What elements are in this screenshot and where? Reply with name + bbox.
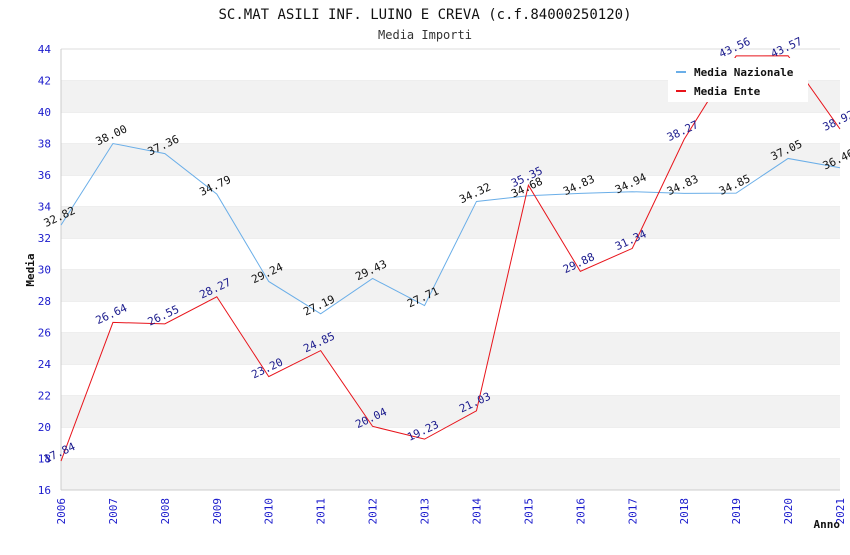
grid-band	[61, 175, 840, 207]
x-tick-label: 2018	[678, 498, 691, 525]
series-line-1	[60, 142, 841, 315]
x-tick-label: 2012	[367, 498, 380, 525]
y-axis-ticks: 16 18 20 22 24 26 28 30 32 34 36 38 40 42 44	[38, 43, 52, 497]
x-tick-label: 2015	[522, 498, 535, 525]
x-tick-label: 2010	[263, 498, 276, 525]
legend-label: Media Ente	[694, 85, 761, 98]
y-tick-label: 16	[38, 484, 51, 497]
grid-band	[61, 112, 840, 144]
grid-band	[61, 395, 840, 427]
y-tick-label: 38	[38, 138, 51, 151]
y-tick-label: 20	[38, 421, 51, 434]
x-tick-label: 2021	[834, 498, 847, 525]
y-tick-label: 32	[38, 232, 51, 245]
y-tick-label: 26	[38, 327, 51, 340]
legend-box	[668, 58, 808, 102]
grid-band	[61, 301, 840, 333]
grid-band	[61, 206, 840, 238]
x-tick-label: 2009	[211, 498, 224, 525]
y-axis-label: Media	[24, 253, 37, 286]
x-axis-label: Anno	[814, 518, 841, 531]
legend: Media Nazionale Media Ente	[668, 58, 808, 102]
x-tick-label: 2013	[419, 498, 432, 525]
y-tick-label: 28	[38, 295, 51, 308]
x-tick-label: 2014	[470, 498, 483, 525]
y-tick-label: 44	[38, 43, 52, 56]
x-tick-label: 2006	[55, 498, 68, 525]
chart-subtitle: Media Importi	[378, 28, 472, 42]
x-tick-label: 2011	[315, 498, 328, 525]
x-tick-label: 2019	[730, 498, 743, 525]
grid-band	[61, 364, 840, 396]
y-tick-label: 36	[38, 169, 51, 182]
y-tick-label: 24	[38, 358, 52, 371]
chart-title: SC.MAT ASILI INF. LUINO E CREVA (c.f.840…	[218, 7, 631, 23]
x-tick-label: 2007	[107, 498, 120, 525]
y-tick-label: 42	[38, 75, 51, 88]
grid-band	[61, 427, 840, 459]
grid-band	[61, 269, 840, 301]
y-tick-label: 40	[38, 106, 51, 119]
legend-label: Media Nazionale	[694, 66, 794, 79]
grid-band	[61, 143, 840, 175]
grid-band	[61, 458, 840, 490]
grid-band	[61, 332, 840, 364]
x-tick-label: 2008	[159, 498, 172, 525]
y-tick-label: 18	[38, 453, 51, 466]
y-tick-label: 34	[38, 201, 52, 214]
x-axis-ticks: 2006 2007 2008 2009 2010 2011 2012 2013 2014 2015…	[55, 498, 847, 525]
x-tick-label: 2020	[782, 498, 795, 525]
x-tick-label: 2016	[574, 498, 587, 525]
y-tick-label: 22	[38, 390, 51, 403]
y-tick-label: 30	[38, 264, 51, 277]
plot-bands	[60, 48, 840, 491]
x-tick-label: 2017	[626, 498, 639, 525]
